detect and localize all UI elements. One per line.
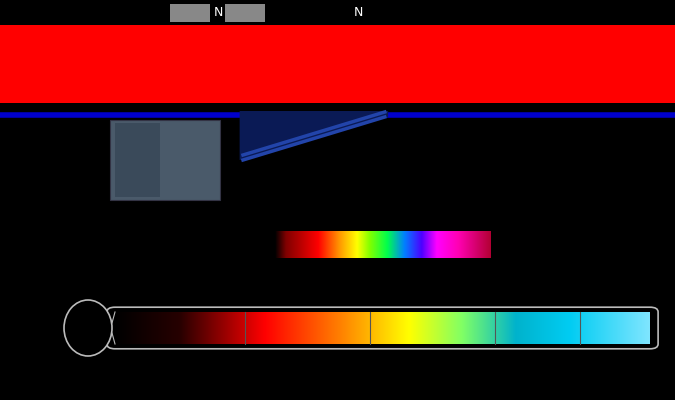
Bar: [115, 123, 160, 197]
Bar: [0, 25, 675, 103]
Bar: [225, 4, 265, 22]
Text: N: N: [213, 6, 223, 20]
Ellipse shape: [64, 300, 112, 356]
Bar: [110, 120, 220, 200]
Polygon shape: [240, 111, 388, 160]
Text: N: N: [353, 6, 362, 20]
Bar: [170, 4, 210, 22]
